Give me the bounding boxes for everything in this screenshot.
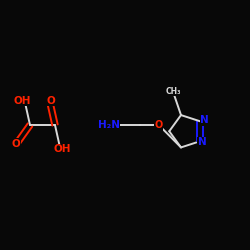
Text: H₂N: H₂N (98, 120, 120, 130)
Text: CH₃: CH₃ (166, 87, 182, 96)
Text: N: N (200, 115, 209, 125)
Text: O: O (154, 120, 163, 130)
Text: O: O (47, 96, 56, 106)
Text: OH: OH (54, 144, 71, 154)
Text: N: N (198, 138, 206, 147)
Text: O: O (12, 139, 20, 149)
Text: OH: OH (14, 96, 31, 106)
